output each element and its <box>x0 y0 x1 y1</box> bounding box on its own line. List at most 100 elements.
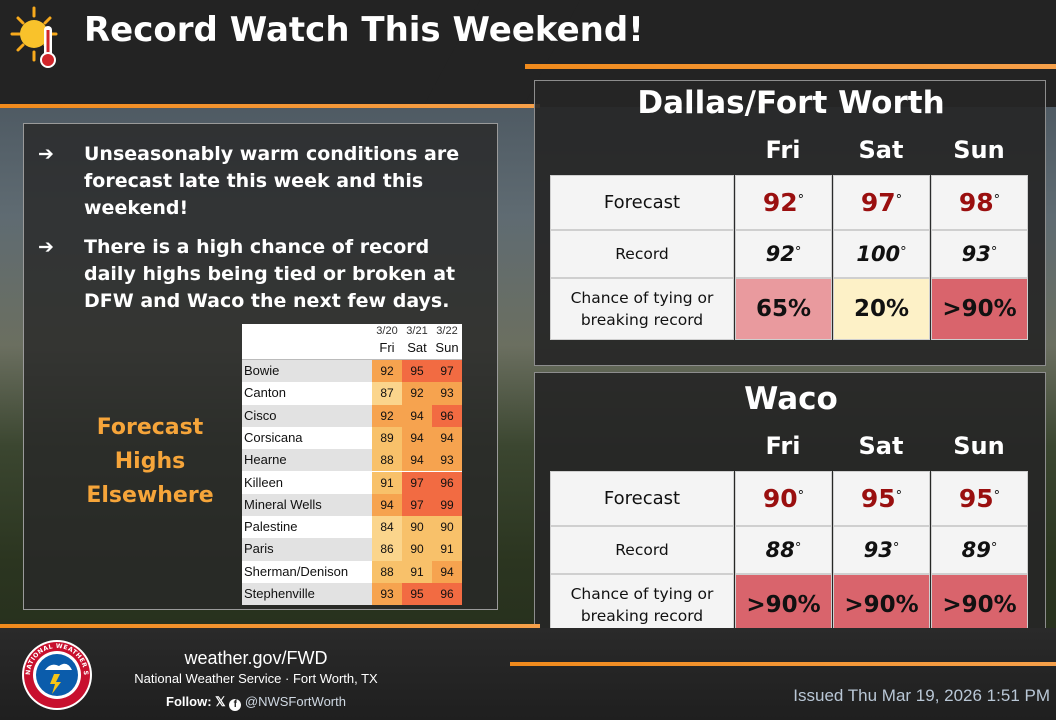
chance-value: 65% <box>755 296 812 322</box>
table-row: Corsicana 89 94 94 <box>242 426 462 450</box>
social-handle[interactable]: @NWSFortWorth <box>244 694 346 709</box>
forecast-value: 92 <box>762 188 798 217</box>
temp-cell: 96 <box>432 583 462 606</box>
header-accent-line <box>0 104 540 108</box>
panel-title: Dallas/Fort Worth <box>637 85 945 121</box>
forecast-cell: 98 ° <box>931 175 1028 230</box>
label-line: Highs <box>114 449 186 474</box>
city-name: Canton <box>244 385 286 401</box>
record-cell: 88 ° <box>735 526 832 574</box>
record-cell: 92 ° <box>735 230 832 278</box>
chance-cell: 65% <box>735 278 832 340</box>
table-row: Hearne 88 94 93 <box>242 449 462 472</box>
forecast-cell: 97 ° <box>833 175 930 230</box>
degree-symbol: ° <box>900 244 907 260</box>
forecast-cell: 90 ° <box>735 471 832 526</box>
record-cell: 93 ° <box>833 526 930 574</box>
temp-cell: 94 <box>432 426 462 450</box>
table-header: 3/20 3/21 3/22 Fri Sat Sun <box>242 324 462 360</box>
forecast-value: 98 <box>958 188 994 217</box>
temp-cell: 91 <box>372 471 402 494</box>
label-line: Forecast <box>96 415 204 440</box>
temp-cell: 95 <box>402 583 432 606</box>
temp-cell: 93 <box>432 449 462 472</box>
sun-thermometer-icon <box>10 6 58 68</box>
chance-cell: >90% <box>833 574 930 636</box>
temp-cell: 88 <box>372 560 402 583</box>
city-name: Stephenville <box>244 586 315 601</box>
nws-logo: NATIONAL WEATHER SERVICE <box>20 638 92 710</box>
temp-cell: 92 <box>402 382 432 405</box>
record-value: 92 <box>765 242 795 266</box>
temp-cell: 97 <box>432 360 462 383</box>
record-value: 93 <box>863 538 893 562</box>
record-cell: 93 ° <box>931 230 1028 278</box>
record-row-label: Record <box>550 230 734 278</box>
forecast-row-label: Forecast <box>550 175 734 230</box>
temp-cell: 88 <box>372 449 402 472</box>
day-header: Sun <box>953 432 1005 460</box>
forecast-highs-label: Forecast Highs Elsewhere <box>80 411 220 513</box>
temp-cell: 95 <box>402 360 432 383</box>
date-header: 3/21 <box>406 325 428 337</box>
website-link[interactable]: weather.gov/FWD <box>184 648 328 668</box>
temp-cell: 91 <box>402 560 432 583</box>
dfw-panel: Dallas/Fort Worth Fri Sat Sun Forecast 92 ° 97… <box>534 80 1046 366</box>
forecast-cell: 95 ° <box>931 471 1028 526</box>
temp-cell: 93 <box>372 583 402 606</box>
city-name: Killeen <box>244 474 284 490</box>
temp-cell: 90 <box>402 538 432 561</box>
table-row: Sherman/Denison 88 91 94 <box>242 560 462 583</box>
top-right-accent-line <box>525 64 1056 69</box>
chance-value: 20% <box>853 296 910 322</box>
temp-cell: 96 <box>432 404 462 427</box>
temp-cell: 94 <box>402 449 432 472</box>
arrow-icon: ➔ <box>38 236 54 258</box>
bullet-2: ➔ There is a high chance of record daily… <box>38 234 478 315</box>
city-name: Sherman/Denison <box>244 563 349 579</box>
panel-title: Waco <box>744 381 838 417</box>
day-header: Fri <box>379 340 395 355</box>
temp-cell: 94 <box>432 560 462 583</box>
temp-cell: 91 <box>432 538 462 561</box>
footer-bar <box>0 628 1056 720</box>
chance-value: >90% <box>942 296 1017 322</box>
degree-symbol: ° <box>794 244 802 260</box>
temp-cell: 84 <box>372 516 402 539</box>
temp-cell: 90 <box>432 516 462 539</box>
day-header: Fri <box>765 136 801 164</box>
forecast-value: 90 <box>762 484 798 513</box>
forecast-value: 97 <box>860 188 896 217</box>
temp-cell: 96 <box>432 471 462 494</box>
issued-timestamp: Issued Thu Mar 19, 2026 1:51 PM <box>793 686 1050 705</box>
follow-line: Follow: 𝕏 f @NWSFortWorth <box>108 694 404 711</box>
facebook-icon[interactable]: f <box>229 699 242 711</box>
temp-cell: 94 <box>372 493 402 517</box>
chance-cell: >90% <box>931 574 1028 636</box>
degree-symbol: ° <box>895 193 903 208</box>
temp-cell: 94 <box>402 426 432 450</box>
chance-value: >90% <box>844 592 919 618</box>
degree-symbol: ° <box>892 540 900 556</box>
chance-value: >90% <box>746 592 821 618</box>
temp-cell: 89 <box>372 426 402 450</box>
summary-panel: ➔ Unseasonably warm conditions are forec… <box>23 123 498 610</box>
table-row: Bowie 92 95 97 <box>242 360 462 383</box>
city-name: Cisco <box>244 407 277 423</box>
temp-cell: 92 <box>372 404 402 427</box>
x-icon[interactable]: 𝕏 <box>215 694 226 709</box>
day-header: Sat <box>858 136 904 164</box>
chance-cell: >90% <box>735 574 832 636</box>
day-header: Sun <box>953 136 1005 164</box>
table-row: Killeen 91 97 96 <box>242 471 462 494</box>
degree-symbol: ° <box>993 489 1001 504</box>
forecast-cell: 92 ° <box>735 175 832 230</box>
temp-cell: 97 <box>402 471 432 494</box>
record-value: 100 <box>856 242 901 266</box>
forecast-value: 95 <box>958 484 994 513</box>
city-name: Mineral Wells <box>244 496 322 512</box>
city-name: Paris <box>244 541 274 557</box>
bullet-text: Unseasonably warm conditions are forecas… <box>84 143 460 219</box>
record-cell: 100 ° <box>833 230 930 278</box>
page-title: Record Watch This Weekend! <box>84 10 644 50</box>
